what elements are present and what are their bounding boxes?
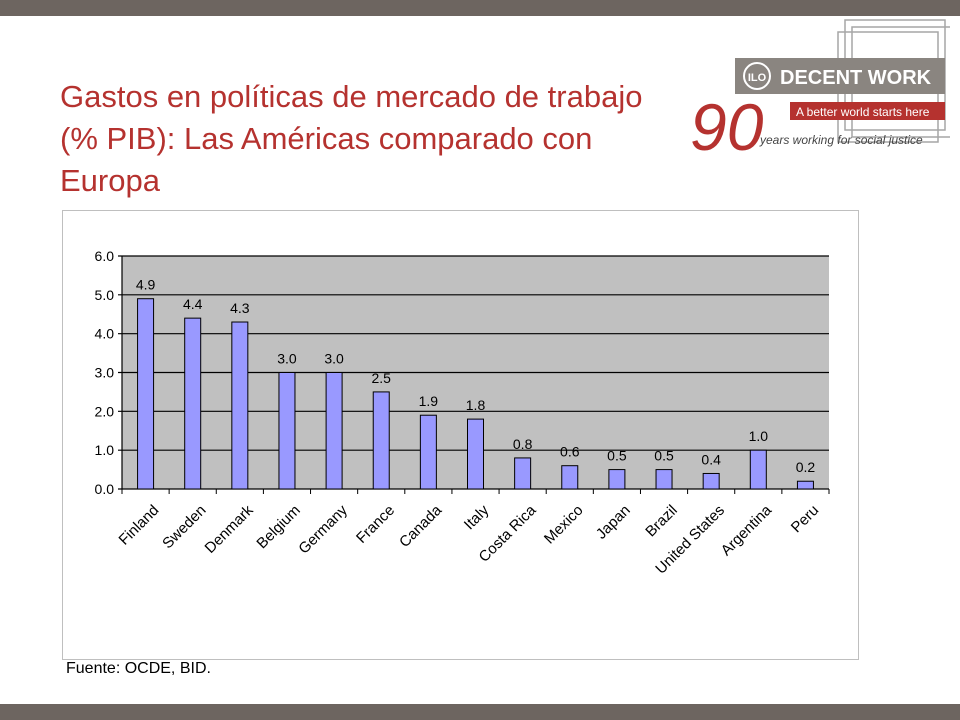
y-tick-label: 0.0: [95, 481, 115, 497]
data-label: 0.5: [607, 448, 627, 464]
category-label: Brazil: [642, 502, 681, 541]
bar: [749, 449, 767, 490]
data-label: 4.9: [136, 277, 156, 293]
category-label: Canada: [396, 501, 446, 551]
category-label: Denmark: [202, 501, 257, 556]
category-label: Italy: [461, 501, 493, 533]
chart-frame: 0.0 1.0 2.0 3.0 4.0 5.0 6.0 4.9 Finland 4.4 Sweden…: [62, 210, 859, 660]
bar: [278, 372, 296, 490]
data-label: 0.6: [560, 444, 580, 460]
y-tick-label: 2.0: [95, 403, 115, 419]
category-label: Japan: [593, 502, 634, 543]
category-label: Argentina: [718, 501, 776, 559]
data-label: 3.0: [324, 351, 344, 367]
data-label: 4.4: [183, 296, 203, 312]
data-label: 4.3: [230, 300, 250, 316]
bar: [608, 469, 626, 490]
logo-tagline: A better world starts here: [796, 105, 930, 119]
y-tick-label: 6.0: [95, 248, 115, 264]
logo-anniversary: 90: [690, 90, 764, 164]
category-label: Peru: [788, 502, 822, 536]
bar: [467, 418, 484, 490]
data-label: 1.8: [466, 397, 486, 413]
bar: [796, 480, 814, 490]
bar: [184, 317, 202, 490]
y-tick-label: 5.0: [95, 287, 115, 303]
source-note: Fuente: OCDE, BID.: [66, 660, 211, 677]
bar: [372, 391, 390, 490]
top-bar: [0, 0, 960, 16]
bar: [702, 472, 720, 490]
bar: [325, 372, 343, 490]
y-tick-label: 3.0: [95, 365, 115, 381]
category-label: France: [353, 502, 398, 547]
logo-brand: DECENT WORK: [780, 67, 932, 89]
svg-text:ILO: ILO: [748, 72, 767, 84]
slide-title: Gastos en políticas de mercado de trabaj…: [60, 79, 643, 198]
bar: [419, 414, 437, 490]
category-label: Germany: [295, 501, 351, 557]
bar: [514, 457, 532, 490]
data-label: 2.5: [371, 370, 391, 386]
bar: [561, 465, 579, 490]
data-label: 1.0: [749, 428, 769, 444]
category-label: Mexico: [541, 502, 587, 548]
data-label: 0.8: [513, 436, 533, 452]
bottom-bar: [0, 704, 960, 720]
logo-motto: years working for social justice: [759, 133, 923, 147]
bar: [137, 298, 155, 490]
decent-work-logo: ILO DECENT WORK A better world starts he…: [690, 19, 950, 164]
y-tick-label: 4.0: [95, 326, 115, 342]
bar: [231, 321, 249, 490]
data-label: 0.2: [796, 459, 816, 475]
y-tick-label: 1.0: [95, 442, 115, 458]
category-label: Finland: [116, 502, 163, 549]
bar: [655, 469, 673, 490]
bar-chart: 0.01.02.03.04.05.06.04.9Finland4.4Sweden…: [95, 248, 830, 578]
data-label: 1.9: [419, 393, 439, 409]
data-label: 0.5: [654, 448, 674, 464]
data-label: 0.4: [701, 451, 721, 467]
data-label: 3.0: [277, 351, 297, 367]
